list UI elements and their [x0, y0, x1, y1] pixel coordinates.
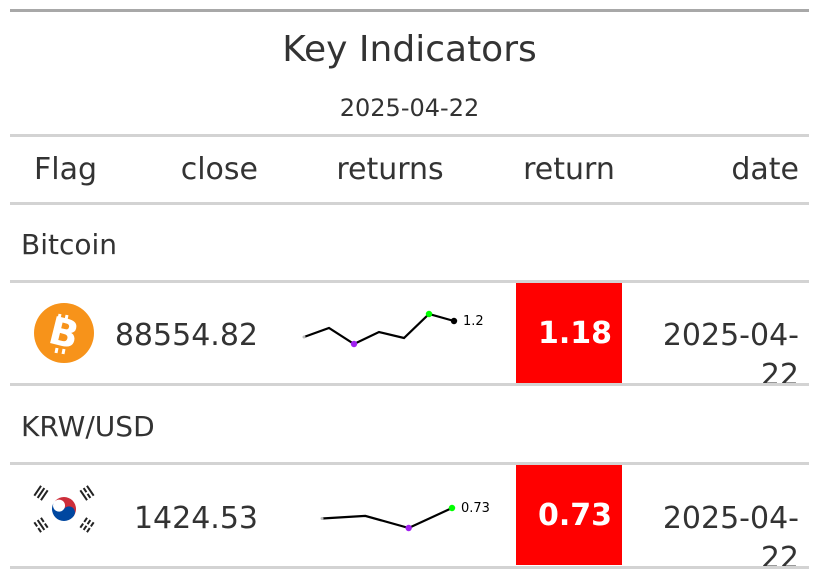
sparkline-krw-usd: 0.73 — [320, 501, 490, 532]
table-top-rule — [10, 9, 809, 12]
sparkline-last-point — [448, 504, 456, 512]
date-value-krw-usd: 2025-04-22 — [662, 501, 799, 576]
south-korea-flag-icon — [30, 484, 98, 534]
sparkline-min-point — [405, 524, 412, 532]
bitcoin-icon: B — [34, 303, 94, 363]
return-value-bitcoin: 1.18 — [537, 315, 612, 351]
column-header-flag: Flag — [34, 152, 98, 187]
table-bottom-rule — [10, 566, 809, 569]
column-header-return: return — [523, 152, 615, 187]
sparkline-last-point — [450, 317, 458, 325]
sparkline-path — [303, 312, 455, 346]
sparkline-last-label: 0.73 — [461, 501, 490, 516]
column-header-returns: returns — [336, 152, 444, 187]
sparkline-start-point — [320, 516, 324, 520]
sparkline-last-label: 1.2 — [463, 314, 484, 329]
sparkline-path — [321, 507, 453, 530]
header-top-rule — [10, 134, 809, 137]
date-value-bitcoin: 2025-04-22 — [662, 318, 799, 393]
group-rule-krw-usd — [10, 462, 809, 465]
return-cell-krw-usd: 0.73 — [516, 465, 622, 565]
group-rule-bitcoin — [10, 280, 809, 283]
header-bottom-rule — [10, 202, 809, 205]
close-value-bitcoin: 88554.82 — [114, 318, 258, 353]
group-label-bitcoin: Bitcoin — [21, 228, 118, 261]
table-title: Key Indicators — [282, 29, 537, 70]
sparkline-start-point — [302, 335, 306, 339]
sparkline-min-point — [350, 340, 358, 348]
column-header-date: date — [731, 152, 799, 187]
group-label-krw-usd: KRW/USD — [21, 410, 155, 443]
close-value-krw-usd: 1424.53 — [133, 501, 258, 536]
row-rule-bitcoin — [10, 383, 809, 386]
return-cell-bitcoin: 1.18 — [516, 283, 622, 383]
sparkline-bitcoin: 1.2 — [302, 310, 484, 348]
table-subtitle: 2025-04-22 — [339, 94, 480, 122]
return-value-krw-usd: 0.73 — [537, 497, 612, 533]
sparkline-max-point — [425, 310, 433, 318]
column-header-close: close — [180, 152, 258, 187]
